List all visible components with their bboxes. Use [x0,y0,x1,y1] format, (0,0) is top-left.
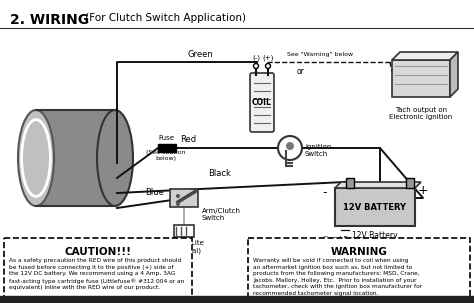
Text: Warranty will be void if connected to coil when using
an aftermarket ignition bo: Warranty will be void if connected to co… [253,258,422,296]
Text: COIL: COIL [252,98,272,107]
Text: WARNING: WARNING [330,247,387,257]
Ellipse shape [97,110,133,206]
Circle shape [286,142,294,150]
Text: See "Warning" below: See "Warning" below [287,52,353,57]
Bar [170,189,198,207]
FancyBboxPatch shape [248,238,470,298]
Bar [36,110,115,206]
Text: 12V Battery: 12V Battery [352,231,398,240]
Text: (See caution: (See caution [146,150,186,155]
Text: (-): (-) [252,55,260,61]
Text: Black: Black [209,169,231,178]
Text: Blue: Blue [146,188,164,197]
Text: To Shift-Lite
(Optional): To Shift-Lite (Optional) [164,240,204,254]
Ellipse shape [18,110,54,206]
Text: Ignition
Switch: Ignition Switch [305,144,331,157]
Polygon shape [335,182,421,188]
Circle shape [254,64,258,68]
Text: (+): (+) [262,55,273,61]
Bar [174,225,194,237]
FancyBboxPatch shape [392,60,450,97]
Circle shape [176,202,180,206]
Text: 12V BATTERY: 12V BATTERY [344,202,407,211]
Text: below): below) [155,156,176,161]
Circle shape [278,136,302,160]
Text: As a safety precaution the RED wire of this product should
be fused before conne: As a safety precaution the RED wire of t… [9,258,184,290]
Bar [158,144,176,152]
Text: CAUTION!!!: CAUTION!!! [64,247,131,257]
Bar [406,178,414,188]
Bar [335,188,415,226]
Text: (For Clutch Switch Application): (For Clutch Switch Application) [82,13,246,23]
Text: Red: Red [180,135,196,144]
Bar [346,178,354,188]
Text: Good Engine
Ground: Good Engine Ground [323,236,367,249]
FancyBboxPatch shape [4,238,192,298]
Text: Green: Green [187,50,213,59]
Circle shape [265,64,271,68]
Text: +: + [418,185,428,198]
Polygon shape [450,52,458,97]
Polygon shape [392,52,458,60]
Text: Arm/Clutch
Switch: Arm/Clutch Switch [202,208,241,221]
Bar [0,296,474,303]
Text: or: or [297,67,305,76]
FancyBboxPatch shape [250,73,274,132]
Text: Tach output on
Electronic ignition: Tach output on Electronic ignition [389,107,453,120]
Circle shape [176,194,180,198]
Text: 2. WIRING: 2. WIRING [10,13,89,27]
Text: Fuse: Fuse [158,135,174,141]
Text: -: - [323,187,327,199]
